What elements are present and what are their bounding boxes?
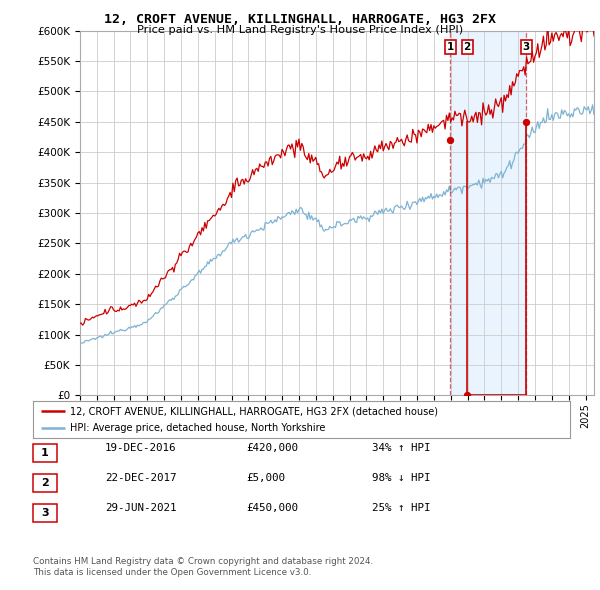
Point (445, 135, 455, 145)
Text: 1: 1 (446, 42, 454, 52)
Text: 3: 3 (523, 42, 530, 52)
Text: 1: 1 (41, 448, 49, 458)
Text: 98% ↓ HPI: 98% ↓ HPI (372, 473, 431, 483)
Text: 29-JUN-2021: 29-JUN-2021 (105, 503, 176, 513)
Text: 2: 2 (41, 478, 49, 488)
Text: 2: 2 (464, 42, 471, 52)
Text: £5,000: £5,000 (246, 473, 285, 483)
Point (463, 391, 472, 400)
Text: £450,000: £450,000 (246, 503, 298, 513)
Text: This data is licensed under the Open Government Licence v3.0.: This data is licensed under the Open Gov… (33, 568, 311, 577)
Text: 12, CROFT AVENUE, KILLINGHALL, HARROGATE, HG3 2FX (detached house): 12, CROFT AVENUE, KILLINGHALL, HARROGATE… (70, 406, 437, 416)
Text: 34% ↑ HPI: 34% ↑ HPI (372, 443, 431, 453)
Text: 19-DEC-2016: 19-DEC-2016 (105, 443, 176, 453)
Bar (450, 31, 526, 395)
Text: 25% ↑ HPI: 25% ↑ HPI (372, 503, 431, 513)
Text: Contains HM Land Registry data © Crown copyright and database right 2024.: Contains HM Land Registry data © Crown c… (33, 558, 373, 566)
Text: 12, CROFT AVENUE, KILLINGHALL, HARROGATE, HG3 2FX: 12, CROFT AVENUE, KILLINGHALL, HARROGATE… (104, 13, 496, 26)
Text: HPI: Average price, detached house, North Yorkshire: HPI: Average price, detached house, Nort… (70, 423, 325, 433)
Text: £420,000: £420,000 (246, 443, 298, 453)
Text: 3: 3 (41, 509, 49, 518)
Text: Price paid vs. HM Land Registry's House Price Index (HPI): Price paid vs. HM Land Registry's House … (137, 25, 463, 35)
Point (521, 117, 531, 127)
Text: 22-DEC-2017: 22-DEC-2017 (105, 473, 176, 483)
